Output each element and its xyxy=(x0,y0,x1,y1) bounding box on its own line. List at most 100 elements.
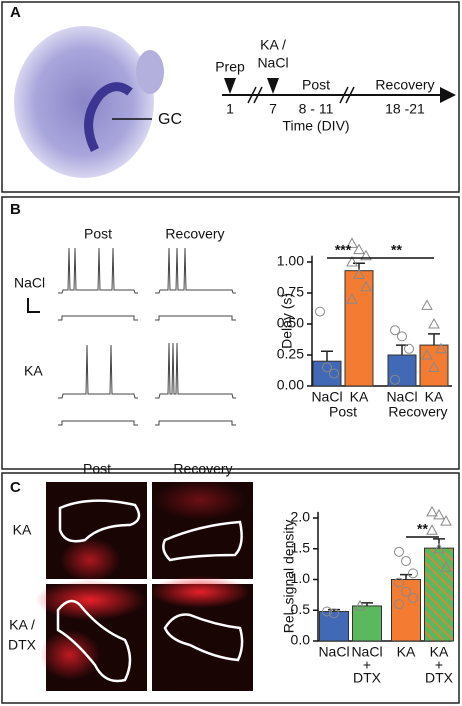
significance-label: *** xyxy=(335,242,352,258)
data-point xyxy=(329,608,339,619)
panel-border xyxy=(1,196,460,470)
x-tick-label: KA xyxy=(430,644,449,660)
x-tick-label: KA xyxy=(425,389,444,405)
data-point xyxy=(404,343,414,354)
error-bar xyxy=(396,344,408,355)
y-tick-label: 0.75 xyxy=(277,284,304,300)
data-point xyxy=(433,542,445,554)
y-axis-label: Delay (s) xyxy=(279,293,295,349)
x-tick-label: DTX xyxy=(353,670,382,686)
day: 1 xyxy=(226,101,234,117)
panel-label: C xyxy=(10,479,21,496)
significance-label: ** xyxy=(417,521,428,537)
data-point xyxy=(346,293,358,304)
data-point xyxy=(401,586,411,597)
data-point xyxy=(346,237,358,248)
data-point xyxy=(322,606,332,617)
y-tick-label: 0.50 xyxy=(277,315,304,331)
bar xyxy=(319,610,349,642)
slice-image xyxy=(14,26,154,178)
error-bar xyxy=(361,602,373,606)
bar xyxy=(344,270,374,387)
slice-image xyxy=(136,50,164,94)
y-tick-label: 0.25 xyxy=(277,346,304,362)
data-point xyxy=(353,268,365,279)
micrographs xyxy=(35,480,253,691)
data-point xyxy=(315,306,325,317)
data-point xyxy=(360,249,372,261)
panel-border xyxy=(1,1,460,193)
data-point xyxy=(408,592,418,603)
x-tick-label: + xyxy=(435,657,443,673)
label: Post xyxy=(302,77,330,93)
error-bar xyxy=(328,608,340,612)
data-point xyxy=(426,505,438,517)
data-point xyxy=(390,374,400,385)
x-tick-label: KA xyxy=(397,644,416,660)
day: 18 -21 xyxy=(385,101,425,117)
x-tick-label: + xyxy=(363,657,371,673)
x-tick-label: DTX xyxy=(425,670,454,686)
data-point xyxy=(428,317,440,329)
data-point xyxy=(390,325,400,336)
error-bar xyxy=(321,350,333,362)
data-point xyxy=(401,556,411,567)
x-tick-label: NaCl xyxy=(311,389,342,405)
traces xyxy=(58,247,236,426)
column-label: Recovery xyxy=(173,461,232,477)
y-tick-label: 1.00 xyxy=(277,253,304,269)
bar xyxy=(387,354,417,387)
x-tick-label: NaCl xyxy=(386,389,417,405)
data-point xyxy=(397,331,407,342)
break xyxy=(247,86,355,104)
data-point xyxy=(426,524,438,535)
x-tick-label: NaCl xyxy=(351,644,382,660)
data-point xyxy=(360,280,372,292)
y-tick-label: 2.0 xyxy=(291,509,311,525)
day: 7 xyxy=(269,101,277,117)
data-point xyxy=(440,515,452,526)
row-label: NaCl xyxy=(14,275,45,291)
y-tick-label: 1.5 xyxy=(291,539,311,555)
label: Recovery xyxy=(375,77,434,93)
panel-border xyxy=(1,472,460,704)
y-tick-label: 1.0 xyxy=(291,570,311,586)
y-tick-label: 0.5 xyxy=(291,601,311,617)
x-tick-label: NaCl xyxy=(318,644,349,660)
bar xyxy=(424,547,454,642)
bar xyxy=(419,344,449,387)
row-label: KA / xyxy=(9,617,35,633)
significance-label: ** xyxy=(391,242,402,258)
row-label: DTX xyxy=(8,637,37,653)
bar xyxy=(391,579,421,642)
data-point xyxy=(408,568,418,579)
data-point xyxy=(421,348,433,360)
data-point xyxy=(346,255,358,267)
data-point xyxy=(354,599,366,611)
scale-bar xyxy=(27,298,40,313)
arrow xyxy=(267,78,279,94)
data-point xyxy=(353,243,365,255)
gc-label: GC xyxy=(158,111,182,128)
error-bar xyxy=(428,333,440,346)
data-point xyxy=(433,508,445,520)
row-label: KA xyxy=(13,522,32,538)
data-point xyxy=(322,362,332,373)
y-tick-label: 0.00 xyxy=(277,377,304,393)
data-point xyxy=(421,299,433,310)
day: 8 - 11 xyxy=(299,101,334,117)
data-point xyxy=(435,342,447,354)
bar xyxy=(352,605,382,642)
data-point xyxy=(428,361,440,372)
label: NaCl xyxy=(257,55,288,71)
data-point xyxy=(394,577,404,588)
axis-label: Time (DIV) xyxy=(282,118,349,134)
gc-layer xyxy=(84,82,133,153)
y-axis-label: Rel. signal density xyxy=(281,520,297,634)
column-label: Post xyxy=(84,226,112,242)
data-point xyxy=(440,561,452,572)
error-bar xyxy=(400,573,412,580)
y-tick-label: 0.0 xyxy=(291,632,311,648)
x-tick-label: KA xyxy=(350,389,369,405)
